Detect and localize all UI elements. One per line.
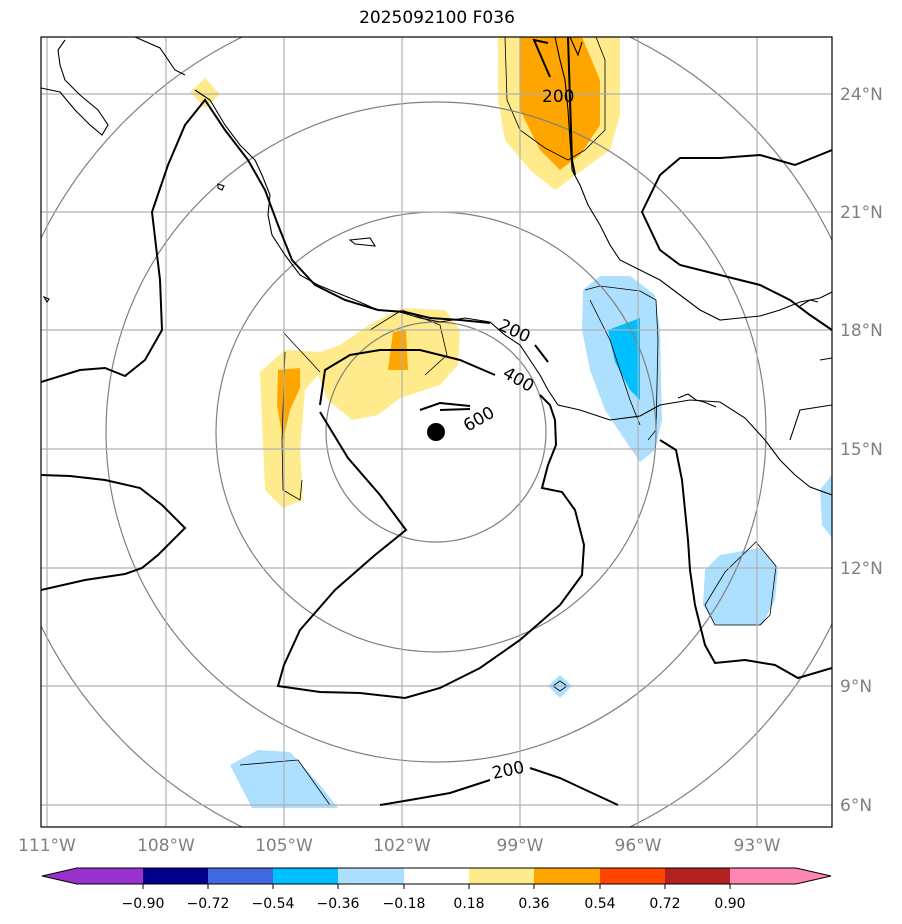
- lat-label: 24°N: [840, 85, 883, 105]
- map-frame: [40, 36, 833, 828]
- colorbar-extend-max: [796, 868, 831, 884]
- coastline: [41, 37, 832, 496]
- map-panel: 200 200 400 600 200: [41, 37, 832, 827]
- storm-center-marker: [427, 423, 445, 441]
- map-title: 2025092100 F036: [359, 8, 515, 28]
- contour-label: 200: [490, 758, 526, 784]
- colorbar-label: 0.18: [453, 896, 484, 912]
- lon-label: 102°W: [373, 836, 431, 856]
- lat-label: 9°N: [840, 677, 872, 697]
- colorbar-segment: [273, 868, 338, 884]
- colorbar-label: −0.36: [317, 896, 360, 912]
- colorbar-segment: [600, 868, 665, 884]
- lat-label: 15°N: [840, 440, 883, 460]
- lon-label: 108°W: [137, 836, 195, 856]
- colorbar: −0.90 −0.72 −0.54 −0.36 −0.18 0.18 0.36 …: [41, 867, 832, 912]
- colorbar-label: −0.18: [383, 896, 426, 912]
- contour-label: 200: [542, 87, 574, 107]
- colorbar-segment: [730, 868, 796, 884]
- height-contours: [41, 37, 832, 806]
- lon-label: 96°W: [615, 836, 662, 856]
- colorbar-label: −0.90: [122, 896, 165, 912]
- lat-label: 21°N: [840, 203, 883, 223]
- positive-anomaly-fill: [190, 37, 620, 508]
- colorbar-label: 0.90: [714, 896, 745, 912]
- colorbar-label: −0.54: [252, 896, 295, 912]
- lat-label: 18°N: [840, 321, 883, 341]
- colorbar-segment: [338, 868, 404, 884]
- lon-label: 105°W: [255, 836, 313, 856]
- colorbar-label: 0.72: [649, 896, 680, 912]
- lon-label: 99°W: [497, 836, 544, 856]
- contour-label: 400: [499, 363, 537, 397]
- colorbar-segment: [469, 868, 534, 884]
- colorbar-segment: [77, 868, 143, 884]
- colorbar-segment: [665, 868, 730, 884]
- lat-label: 6°N: [840, 796, 872, 816]
- contour-label: 600: [460, 403, 498, 437]
- colorbar-segment: [534, 868, 600, 884]
- longitude-labels: 111°W 108°W 105°W 102°W 99°W 96°W 93°W: [18, 836, 781, 856]
- colorbar-extend-min: [42, 868, 77, 884]
- colorbar-segment: [143, 868, 208, 884]
- colorbar-outline: [41, 867, 832, 885]
- colorbar-label: 0.36: [518, 896, 549, 912]
- colorbar-label: −0.72: [187, 896, 230, 912]
- latitude-labels: 24°N 21°N 18°N 15°N 12°N 9°N 6°N: [840, 85, 883, 816]
- colorbar-ticks: [142, 884, 731, 889]
- lon-label: 111°W: [18, 836, 76, 856]
- colorbar-segment: [404, 868, 469, 884]
- fill-outlines: [239, 37, 777, 806]
- lat-label: 12°N: [840, 559, 883, 579]
- colorbar-label: 0.54: [584, 896, 615, 912]
- lon-label: 93°W: [734, 836, 781, 856]
- colorbar-segment: [208, 868, 273, 884]
